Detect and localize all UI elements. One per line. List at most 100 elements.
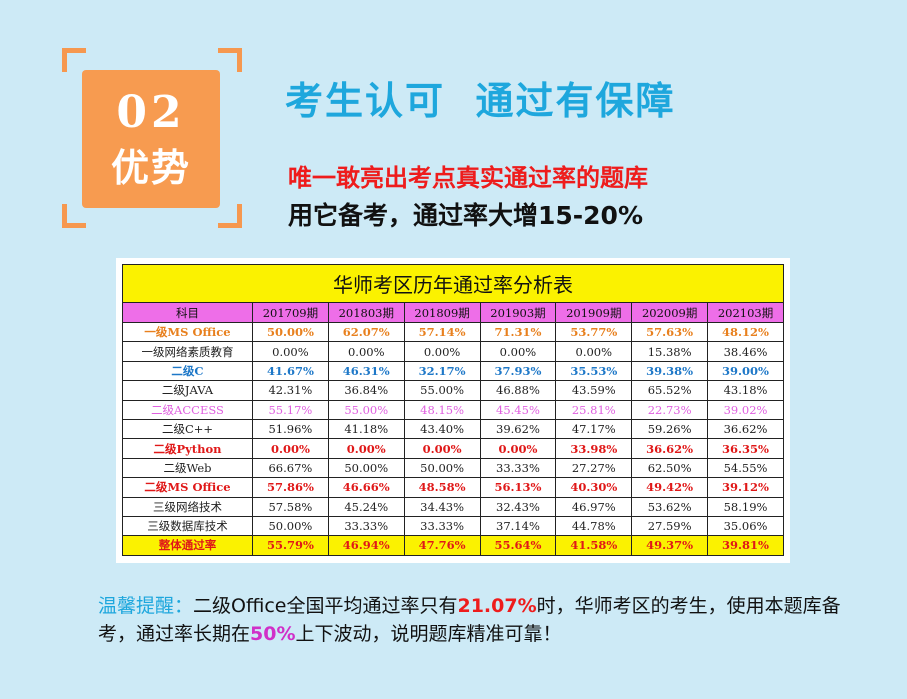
- rate-cell: 57.63%: [631, 321, 709, 343]
- table-title: 华师考区历年通过率分析表: [122, 264, 784, 303]
- rate-cell: 50.00%: [252, 515, 329, 537]
- rate-cell: 56.13%: [479, 477, 557, 498]
- rate-cell: 46.88%: [479, 380, 557, 401]
- rate-cell: 43.18%: [707, 380, 784, 401]
- pass-rate-table-card: 华师考区历年通过率分析表 科目 201709期 201803期 201809期 2019…: [116, 258, 790, 563]
- pass-rate-percent: 50%: [250, 623, 296, 645]
- rate-cell: 0.00%: [252, 341, 329, 362]
- rate-cell: 57.14%: [403, 321, 481, 343]
- pass-rate-table: 华师考区历年通过率分析表 科目 201709期 201803期 201809期 2019…: [122, 264, 784, 556]
- frame-corner-top-left: [62, 48, 86, 72]
- rate-cell: 58.19%: [707, 496, 784, 517]
- subject-cell: 一级MS Office: [122, 321, 253, 343]
- subheadline-2: 用它备考，通过率大增15-20%: [288, 201, 644, 230]
- rate-cell: 55.79%: [252, 535, 329, 556]
- rate-cell: 39.38%: [631, 360, 709, 382]
- table-row: 三级数据库技术 50.00% 33.33% 33.33% 37.14% 44.78% 27.…: [122, 515, 784, 537]
- rate-cell: 34.43%: [403, 496, 481, 517]
- footer-text-3: 上下波动，说明题库精准可靠！: [295, 623, 562, 645]
- rate-cell: 39.00%: [707, 360, 784, 382]
- subject-cell: 二级Web: [122, 457, 253, 479]
- rate-cell: 0.00%: [252, 438, 329, 459]
- table-row: 二级Web 66.67% 50.00% 50.00% 33.33% 27.27% 62.50…: [122, 457, 784, 479]
- rate-cell: 0.00%: [327, 341, 405, 362]
- tip-label: 温馨提醒：: [98, 595, 194, 617]
- rate-cell: 55.64%: [479, 535, 557, 556]
- rate-cell: 53.77%: [555, 321, 633, 343]
- rate-cell: 41.18%: [327, 418, 405, 440]
- rate-cell: 0.00%: [479, 438, 557, 459]
- subject-cell: 二级ACCESS: [122, 399, 253, 420]
- rate-cell: 25.81%: [555, 399, 633, 420]
- subject-cell: 二级JAVA: [122, 380, 253, 401]
- rate-cell: 59.26%: [631, 418, 709, 440]
- rate-cell: 37.14%: [479, 515, 557, 537]
- rate-cell: 27.27%: [555, 457, 633, 479]
- subject-cell: 二级MS Office: [122, 477, 253, 498]
- rate-cell: 32.43%: [479, 496, 557, 517]
- rate-cell: 65.52%: [631, 380, 709, 401]
- advantage-badge: 02 优势: [82, 70, 220, 208]
- rate-cell: 36.84%: [327, 380, 405, 401]
- badge-frame: 02 优势: [62, 48, 242, 228]
- subject-cell: 三级网络技术: [122, 496, 253, 517]
- table-row: 二级JAVA 42.31% 36.84% 55.00% 46.88% 43.59% 65.5…: [122, 380, 784, 401]
- footer-text-2: 时，华师考区的考生，使用本题库备考，通过率长期在: [98, 595, 841, 645]
- rate-cell: 48.58%: [403, 477, 481, 498]
- rate-cell: 36.62%: [707, 418, 784, 440]
- rate-cell: 0.00%: [403, 438, 481, 459]
- rate-cell: 55.00%: [327, 399, 405, 420]
- rate-cell: 39.81%: [707, 535, 784, 556]
- table-row: 二级C++ 51.96% 41.18% 43.40% 39.62% 47.17% 59.26…: [122, 418, 784, 440]
- rate-cell: 48.15%: [403, 399, 481, 420]
- rate-cell: 45.45%: [479, 399, 557, 420]
- subheadline-1: 唯一敢亮出考点真实通过率的题库: [288, 164, 648, 192]
- rate-cell: 41.67%: [252, 360, 329, 382]
- rate-cell: 35.06%: [707, 515, 784, 537]
- rate-cell: 48.12%: [707, 321, 784, 343]
- table-header-cell: 201809期: [403, 302, 481, 323]
- rate-cell: 39.02%: [707, 399, 784, 420]
- rate-cell: 51.96%: [252, 418, 329, 440]
- rate-cell: 47.17%: [555, 418, 633, 440]
- subject-cell: 二级Python: [122, 438, 253, 459]
- rate-cell: 39.12%: [707, 477, 784, 498]
- rate-cell: 46.66%: [327, 477, 405, 498]
- rate-cell: 35.53%: [555, 360, 633, 382]
- rate-cell: 36.62%: [631, 438, 709, 459]
- subject-cell: 一级网络素质教育: [122, 341, 253, 362]
- subject-cell: 二级C: [122, 360, 253, 382]
- rate-cell: 71.31%: [479, 321, 557, 343]
- table-row: 一级MS Office 50.00% 62.07% 57.14% 71.31% 53.77…: [122, 321, 784, 343]
- table-row: 二级C 41.67% 46.31% 32.17% 37.93% 35.53% 39.38% 3…: [122, 360, 784, 382]
- rate-cell: 53.62%: [631, 496, 709, 517]
- rate-cell: 62.50%: [631, 457, 709, 479]
- footer-note: 温馨提醒：二级Office全国平均通过率只有21.07%时，华师考区的考生，使用…: [98, 592, 858, 648]
- rate-cell: 57.58%: [252, 496, 329, 517]
- badge-number: 02: [116, 87, 186, 138]
- rate-cell: 33.33%: [327, 515, 405, 537]
- rate-cell: 46.31%: [327, 360, 405, 382]
- badge-word: 优势: [110, 146, 191, 190]
- frame-corner-top-right: [218, 48, 242, 72]
- table-header-cell: 201909期: [555, 302, 633, 323]
- rate-cell: 43.40%: [403, 418, 481, 440]
- rate-cell: 43.59%: [555, 380, 633, 401]
- rate-cell: 36.35%: [707, 438, 784, 459]
- headline: 考生认可 通过有保障: [285, 79, 676, 123]
- rate-cell: 41.58%: [555, 535, 633, 556]
- table-header-cell: 201803期: [327, 302, 405, 323]
- rate-cell: 49.42%: [631, 477, 709, 498]
- rate-cell: 46.94%: [327, 535, 405, 556]
- table-header-cell: 202009期: [631, 302, 709, 323]
- frame-corner-bottom-right: [218, 204, 242, 228]
- national-rate: 21.07%: [457, 595, 537, 617]
- rate-cell: 45.24%: [327, 496, 405, 517]
- rate-cell: 46.97%: [555, 496, 633, 517]
- table-row: 三级网络技术 57.58% 45.24% 34.43% 32.43% 46.97% 53.6…: [122, 496, 784, 517]
- subject-cell: 三级数据库技术: [122, 515, 253, 537]
- rate-cell: 47.76%: [403, 535, 481, 556]
- rate-cell: 37.93%: [479, 360, 557, 382]
- table-row: 二级Python 0.00% 0.00% 0.00% 0.00% 33.98% 36.62%…: [122, 438, 784, 459]
- rate-cell: 33.33%: [479, 457, 557, 479]
